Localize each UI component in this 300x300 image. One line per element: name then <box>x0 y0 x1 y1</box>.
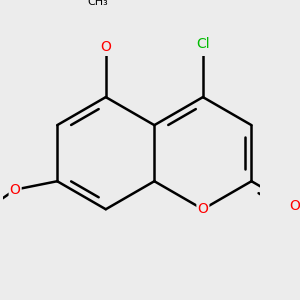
Text: O: O <box>10 183 21 196</box>
Text: O: O <box>100 40 111 54</box>
Text: O: O <box>290 200 300 214</box>
Text: O: O <box>197 202 208 216</box>
Text: Cl: Cl <box>196 37 210 51</box>
Text: CH₃: CH₃ <box>88 0 109 7</box>
